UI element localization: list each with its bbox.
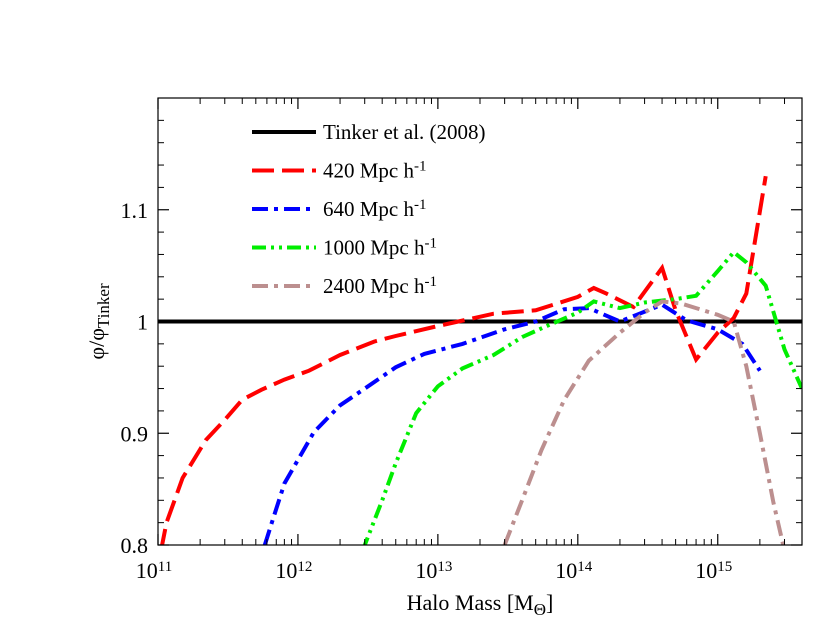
x-tick-label: 1012 [275,558,312,583]
legend-label-4: 2400 Mpc h-1 [323,274,437,299]
legend-label-2: 640 Mpc h-1 [323,197,427,222]
x-tick-label: 1014 [555,558,593,583]
y-axis-label-sub: Tinker [94,283,113,328]
x-axis-label: Halo Mass [MΘ] [407,590,554,619]
series-line-2 [262,302,762,545]
legend-label-3: 1000 Mpc h-1 [323,235,437,260]
series-line-3 [362,249,802,545]
y-tick-label: 0.8 [121,533,149,558]
y-tick-label: 1 [137,310,148,335]
x-tick-label: 1013 [415,558,452,583]
series-layer [158,175,802,545]
y-tick-label: 1.1 [121,198,149,223]
y-axis-label: φ/φTinker [84,283,113,360]
legend-label-1: 420 Mpc h-1 [323,158,427,183]
series-line-1 [160,175,768,545]
x-tick-label: 1015 [695,558,732,583]
series-line-4 [502,299,786,545]
y-axis-label-main: φ/φ [84,328,109,360]
legend: Tinker et al. (2008) 420 Mpc h-1 640 Mpc h… [252,120,486,298]
tick-layer: 1011 1012 1013 1014 1015 0.8 0.9 1 1.1 [121,98,802,583]
x-axis-label-main: Halo Mass [M [407,590,534,615]
x-axis-label-sub: Θ [534,600,546,619]
y-tick-label: 0.9 [121,421,149,446]
x-tick-label: 1011 [136,558,172,583]
legend-label-0: Tinker et al. (2008) [323,120,486,144]
x-axis-label-close: ] [546,590,553,615]
